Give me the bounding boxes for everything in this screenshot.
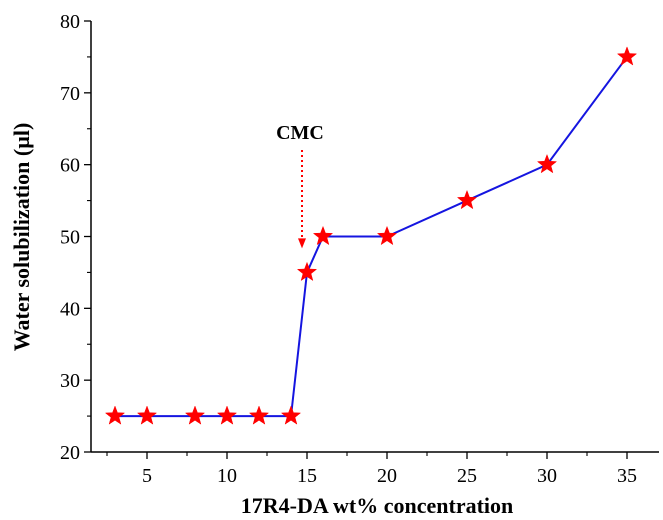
y-axis-title: Water solubilization (µl)	[9, 123, 34, 352]
x-tick-label: 30	[537, 465, 557, 487]
y-tick-label: 50	[60, 227, 80, 249]
ticks: 5 10 15 20 25 30 35 20 30 40 50 60 70 80	[60, 11, 637, 487]
annotation-layer: CMC	[276, 122, 324, 249]
data-point	[136, 405, 158, 425]
x-tick-label: 25	[457, 465, 477, 487]
data-point	[296, 261, 318, 282]
data-point	[248, 405, 270, 425]
x-axis-title: 17R4-DA wt% concentration	[241, 493, 514, 518]
data-point	[184, 405, 206, 425]
data-point	[280, 405, 302, 425]
y-tick-label: 70	[60, 83, 80, 105]
data-point	[376, 225, 398, 246]
cmc-arrow-head	[298, 238, 306, 249]
data-point	[536, 153, 558, 174]
cmc-label: CMC	[276, 122, 324, 144]
data-point	[312, 225, 334, 246]
y-tick-label: 60	[60, 155, 80, 177]
y-tick-label: 30	[60, 370, 80, 392]
x-tick-label: 35	[617, 465, 637, 487]
data-point	[104, 405, 126, 425]
x-tick-label: 5	[142, 465, 152, 487]
y-tick-label: 40	[60, 298, 80, 320]
x-tick-label: 20	[377, 465, 397, 487]
y-tick-label: 20	[60, 442, 80, 464]
series-layer	[104, 46, 638, 425]
y-tick-label: 80	[60, 11, 80, 33]
x-tick-label: 10	[217, 465, 237, 487]
data-point	[216, 405, 238, 425]
series-line	[115, 56, 628, 418]
x-tick-label: 15	[297, 465, 317, 487]
data-point	[616, 46, 638, 66]
data-point	[456, 189, 478, 210]
